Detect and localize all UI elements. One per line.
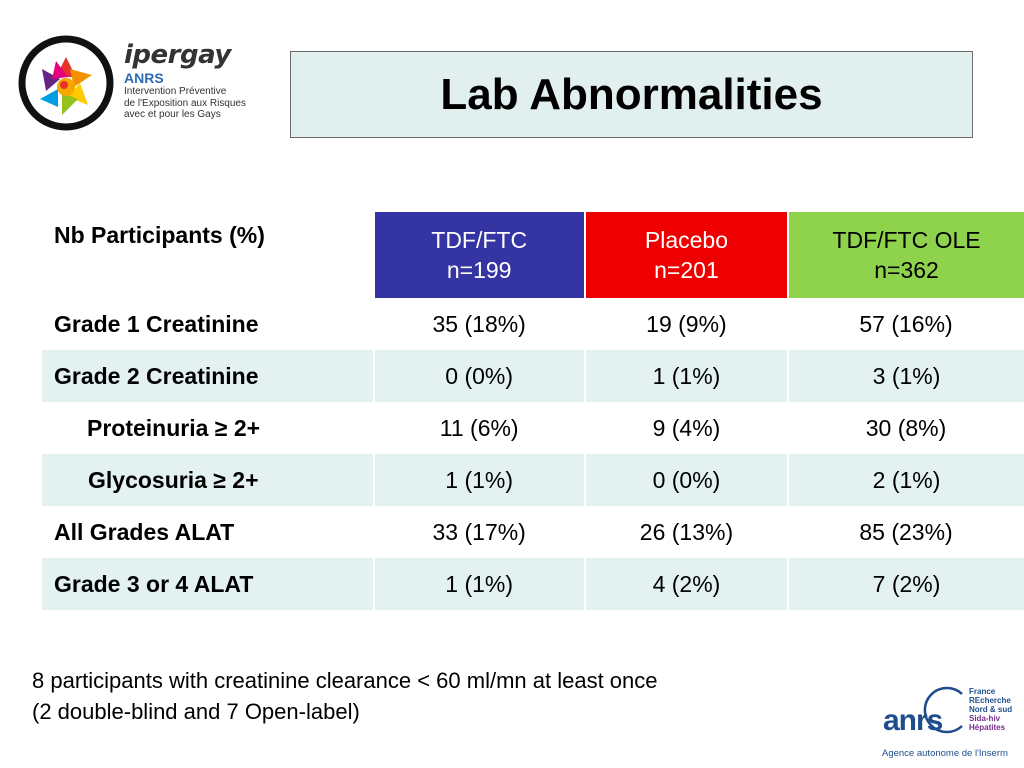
table-cell: 4 (2%) [583,558,789,610]
logo-subtitle-line: avec et pour les Gays [124,109,221,120]
table-header-row: Nb Participants (%) TDF/FTC n=199 Placeb… [42,212,1024,298]
table-cell: 7 (2%) [787,558,1024,610]
table-cell: 11 (6%) [439,414,519,441]
lab-abnormalities-table: Nb Participants (%) TDF/FTC n=199 Placeb… [42,212,1024,610]
column-header-tdf-ftc: TDF/FTC n=199 [372,212,585,298]
ipergay-flower-emblem [18,35,114,131]
column-header-n: n=201 [654,257,719,283]
row-label: All Grades ALAT [54,518,235,545]
corner-header: Nb Participants (%) [54,222,265,248]
row-label: Grade 1 Creatinine [54,310,259,337]
table-cell: 1 (1%) [372,558,585,610]
table-cell: 0 (0%) [372,350,585,402]
column-header-placebo: Placebo n=201 [583,212,789,298]
table-cell: 19 (9%) [646,310,727,337]
table-cell: 30 (8%) [865,414,947,441]
anrs-descriptor-line: France [969,687,996,696]
logo-anrs-label: ANRS [124,70,164,86]
table-row: Grade 1 Creatinine 35 (18%) 19 (9%) 57 (… [42,298,1024,350]
title-box: Lab Abnormalities [290,51,973,138]
table-cell: 1 (1%) [583,350,789,402]
table-cell: 0 (0%) [583,454,789,506]
table-row: Grade 2 Creatinine 0 (0%) 1 (1%) 3 (1%) [42,350,1024,402]
row-label: Grade 2 Creatinine [42,350,374,402]
column-header-name: TDF/FTC [431,227,528,253]
table-cell: 26 (13%) [639,518,734,545]
table-cell: 57 (16%) [859,310,953,337]
column-header-name: Placebo [644,227,728,253]
table-cell: 3 (1%) [787,350,1024,402]
row-label: Grade 3 or 4 ALAT [42,558,374,610]
ipergay-wordmark: ipergay [124,40,231,70]
ipergay-logo: ipergay ANRS Intervention Préventive de … [16,33,246,133]
anrs-descriptor-line: Sida-hiv [969,714,1001,723]
footnote: 8 participants with creatinine clearance… [32,665,658,727]
table-cell: 35 (18%) [432,310,526,337]
table-row: All Grades ALAT 33 (17%) 26 (13%) 85 (23… [42,506,1024,558]
row-label: Glycosuria ≥ 2+ [42,454,374,506]
table-cell: 2 (1%) [787,454,1024,506]
table-cell: 9 (4%) [652,414,721,441]
anrs-logo: anrs France REcherche Nord & sud Sida-hi… [880,684,1020,764]
ipergay-logo-text: ipergay ANRS Intervention Préventive de … [124,41,246,121]
slide-title: Lab Abnormalities [440,69,823,119]
row-label: Proteinuria ≥ 2+ [87,414,261,441]
column-header-tdf-ftc-ole: TDF/FTC OLE n=362 [787,212,1024,298]
table-cell: 85 (23%) [859,518,953,545]
anrs-descriptor: France REcherche Nord & sud Sida-hiv Hép… [969,687,1012,732]
anrs-descriptor-line: Nord & sud [969,705,1013,714]
anrs-wordmark: anrs [883,704,943,737]
table-cell: 1 (1%) [372,454,585,506]
anrs-arc-icon [923,686,963,734]
column-header-n: n=199 [446,257,512,283]
column-header-name: TDF/FTC OLE [832,227,981,253]
table-row: Grade 3 or 4 ALAT 1 (1%) 4 (2%) 7 (2%) [42,558,1024,610]
column-header-n: n=362 [874,257,939,283]
logo-subtitle-line: Intervention Préventive [124,86,227,97]
anrs-descriptor-line: REcherche [969,696,1011,705]
table-row: Glycosuria ≥ 2+ 1 (1%) 0 (0%) 2 (1%) [42,454,1024,506]
table-cell: 33 (17%) [432,518,526,545]
footnote-line: (2 double-blind and 7 Open-label) [32,699,360,724]
footnote-line: 8 participants with creatinine clearance… [32,668,658,693]
anrs-tagline: Agence autonome de l'Inserm [882,748,1008,759]
logo-subtitle-line: de l'Exposition aux Risques [124,97,246,109]
table-row: Proteinuria ≥ 2+ 11 (6%) 9 (4%) 30 (8%) [42,402,1024,454]
anrs-descriptor-line: Hépatites [969,723,1006,732]
